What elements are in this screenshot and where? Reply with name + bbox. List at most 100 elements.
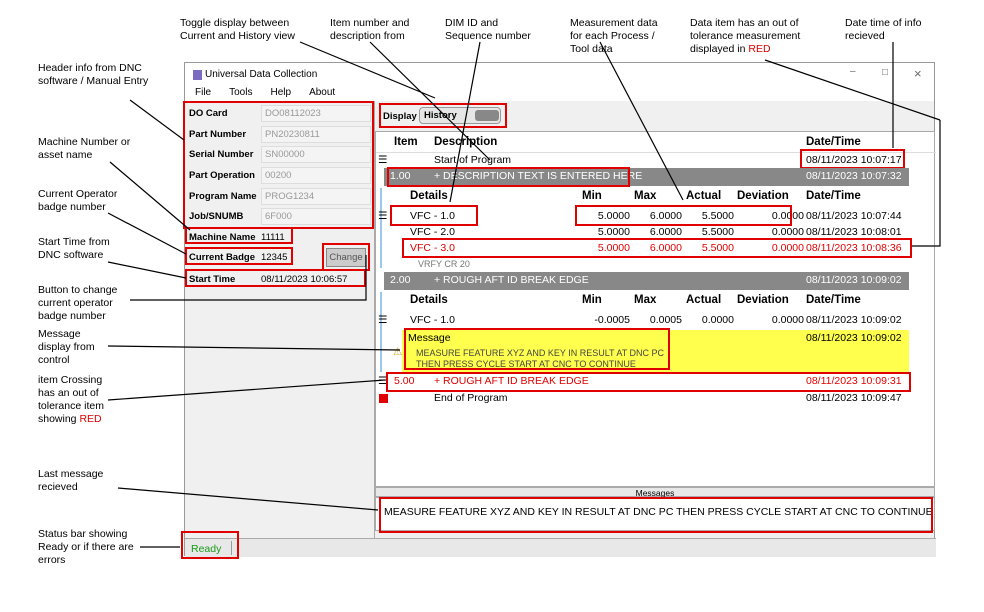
status-bar: Ready bbox=[185, 538, 936, 557]
annotation-text: item Crossing has an out of tolerance it… bbox=[38, 374, 104, 425]
highlight-box bbox=[386, 372, 911, 392]
sub-col-datetime: Date/Time bbox=[806, 190, 861, 202]
do-card-label: DO Card bbox=[189, 108, 228, 119]
item-number: 1.00 bbox=[390, 170, 411, 182]
data-grid: Item Description Date/Time ☰ Start of Pr… bbox=[375, 131, 936, 487]
detail-name: VFC - 3.0 bbox=[410, 242, 455, 254]
detail-deviation: 0.0000 bbox=[771, 314, 804, 326]
display-toggle[interactable]: History bbox=[419, 107, 501, 124]
highlight-box bbox=[185, 227, 293, 244]
highlight-box bbox=[390, 205, 478, 226]
highlight-box bbox=[379, 103, 507, 128]
detail-max: 0.0005 bbox=[649, 314, 682, 326]
header-panel: DO Card DO08112023 Part Number PN2023081… bbox=[183, 101, 375, 557]
job-snumb-field[interactable]: 6F000 bbox=[261, 208, 371, 225]
annotation-message: Message display from control bbox=[38, 328, 95, 366]
detail-datetime: 08/11/2023 10:08:36 bbox=[806, 242, 902, 254]
annotation-change: Button to change current operator badge … bbox=[38, 284, 118, 322]
sub-col-details: Details bbox=[410, 294, 448, 306]
highlight-box bbox=[181, 531, 239, 559]
col-item: Item bbox=[394, 136, 418, 148]
highlight-box bbox=[387, 167, 630, 187]
sub-col-deviation: Deviation bbox=[737, 190, 789, 202]
detail-name: VFC - 2.0 bbox=[410, 226, 455, 238]
serial-number-label: Serial Number bbox=[189, 149, 254, 160]
current-badge-label: Current Badge bbox=[189, 252, 255, 263]
sub-col-min: Min bbox=[582, 190, 602, 202]
item-datetime: 08/11/2023 10:09:31 bbox=[806, 375, 902, 387]
end-datetime: 08/11/2023 10:09:47 bbox=[806, 392, 902, 404]
detail-min: 5.0000 bbox=[597, 226, 630, 238]
warning-icon: ⚠ bbox=[393, 346, 403, 358]
close-button[interactable]: × bbox=[914, 66, 922, 81]
job-snumb-label: Job/SNUMB bbox=[189, 211, 244, 222]
annotation-datetime: Date time of info recieved bbox=[845, 17, 922, 42]
menu-about[interactable]: About bbox=[309, 87, 336, 98]
detail-datetime: 08/11/2023 10:07:44 bbox=[806, 210, 902, 222]
window-title: Universal Data Collection bbox=[205, 69, 318, 80]
annotation-red: RED bbox=[748, 43, 771, 55]
minimize-button[interactable]: – bbox=[850, 66, 856, 77]
annotation-last-msg: Last message recieved bbox=[38, 468, 104, 493]
menu-help[interactable]: Help bbox=[270, 87, 292, 98]
detail-max: 6.0000 bbox=[649, 226, 682, 238]
do-card-field[interactable]: DO08112023 bbox=[261, 105, 371, 122]
program-name-field[interactable]: PROG1234 bbox=[261, 188, 371, 205]
list-icon: ☰ bbox=[378, 154, 388, 166]
serial-number-field[interactable]: SN00000 bbox=[261, 146, 371, 163]
part-operation-field[interactable]: 00200 bbox=[261, 167, 371, 184]
item-datetime: 08/11/2023 10:07:32 bbox=[806, 170, 902, 182]
annotation-dim-id: DIM ID and Sequence number bbox=[445, 17, 531, 42]
table-row-item-1[interactable]: 1.00 + DESCRIPTION TEXT IS ENTERED HERE … bbox=[384, 168, 909, 186]
annotation-badge: Current Operator badge number bbox=[38, 188, 118, 213]
part-number-field[interactable]: PN20230811 bbox=[261, 126, 371, 143]
sub-col-min: Min bbox=[582, 294, 602, 306]
display-value: History bbox=[424, 110, 457, 121]
message-line: THEN PRESS CYCLE START AT CNC TO CONTINU… bbox=[416, 359, 636, 369]
message-datetime: 08/11/2023 10:09:02 bbox=[806, 332, 902, 344]
detail-actual: 5.5000 bbox=[701, 226, 734, 238]
sub-col-max: Max bbox=[634, 190, 657, 202]
toggle-knob[interactable] bbox=[475, 110, 499, 121]
annotation-header: Header info from DNC software / Manual E… bbox=[38, 62, 149, 87]
message-title: Message bbox=[408, 332, 451, 344]
detail-deviation: 0.0000 bbox=[771, 210, 804, 222]
table-row-item-2[interactable]: 2.00 + ROUGH AFT ID BREAK EDGE 08/11/202… bbox=[384, 272, 909, 290]
annotation-machine: Machine Number or asset name bbox=[38, 136, 131, 161]
menu-file[interactable]: File bbox=[195, 87, 212, 98]
list-icon: ☰ bbox=[378, 210, 388, 222]
annotation-measurement: Measurement data for each Process / Tool… bbox=[570, 17, 658, 55]
item-datetime: 08/11/2023 10:09:02 bbox=[806, 274, 902, 286]
col-description: Description bbox=[434, 136, 498, 148]
annotation-toggle: Toggle display between Current and Histo… bbox=[180, 17, 295, 42]
machine-name-value: 11111 bbox=[261, 232, 285, 243]
highlight-box bbox=[379, 497, 933, 533]
sub-col-details: Details bbox=[410, 190, 448, 202]
annotation-out-tol: Data item has an out of tolerance measur… bbox=[690, 17, 820, 56]
item-description: + ROUGH AFT ID BREAK EDGE bbox=[434, 375, 589, 387]
detail-min: 5.0000 bbox=[597, 210, 630, 222]
stop-icon bbox=[379, 394, 388, 403]
app-window: Universal Data Collection – □ × File Tool… bbox=[181, 62, 936, 559]
menu-tools[interactable]: Tools bbox=[229, 87, 253, 98]
start-of-program: Start of Program bbox=[434, 154, 512, 166]
annotation-crossing: item Crossing has an out of tolerance it… bbox=[38, 374, 118, 426]
detail-datetime: 08/11/2023 10:09:02 bbox=[806, 314, 902, 326]
menu-bar: File Tools Help About bbox=[185, 87, 934, 101]
highlight-box bbox=[402, 238, 912, 258]
item-number: 5.00 bbox=[394, 375, 415, 387]
maximize-button[interactable]: □ bbox=[882, 67, 889, 78]
message-row[interactable]: Message 08/11/2023 10:09:02 MEASURE FEAT… bbox=[402, 330, 909, 372]
detail-min: 5.0000 bbox=[597, 242, 630, 254]
part-number-label: Part Number bbox=[189, 129, 247, 140]
item-number: 2.00 bbox=[390, 274, 411, 286]
change-badge-button[interactable]: Change bbox=[326, 248, 366, 267]
annotation-red: RED bbox=[79, 413, 102, 425]
display-label: Display bbox=[383, 111, 417, 122]
messages-header: Messages bbox=[375, 487, 935, 498]
annotation-text: Data item has an out of tolerance measur… bbox=[690, 17, 801, 55]
status-text: Ready bbox=[191, 543, 222, 555]
item-description: + DESCRIPTION TEXT IS ENTERED HERE bbox=[434, 170, 643, 182]
annotation-start: Start Time from DNC software bbox=[38, 236, 110, 261]
detail-max: 6.0000 bbox=[649, 210, 682, 222]
